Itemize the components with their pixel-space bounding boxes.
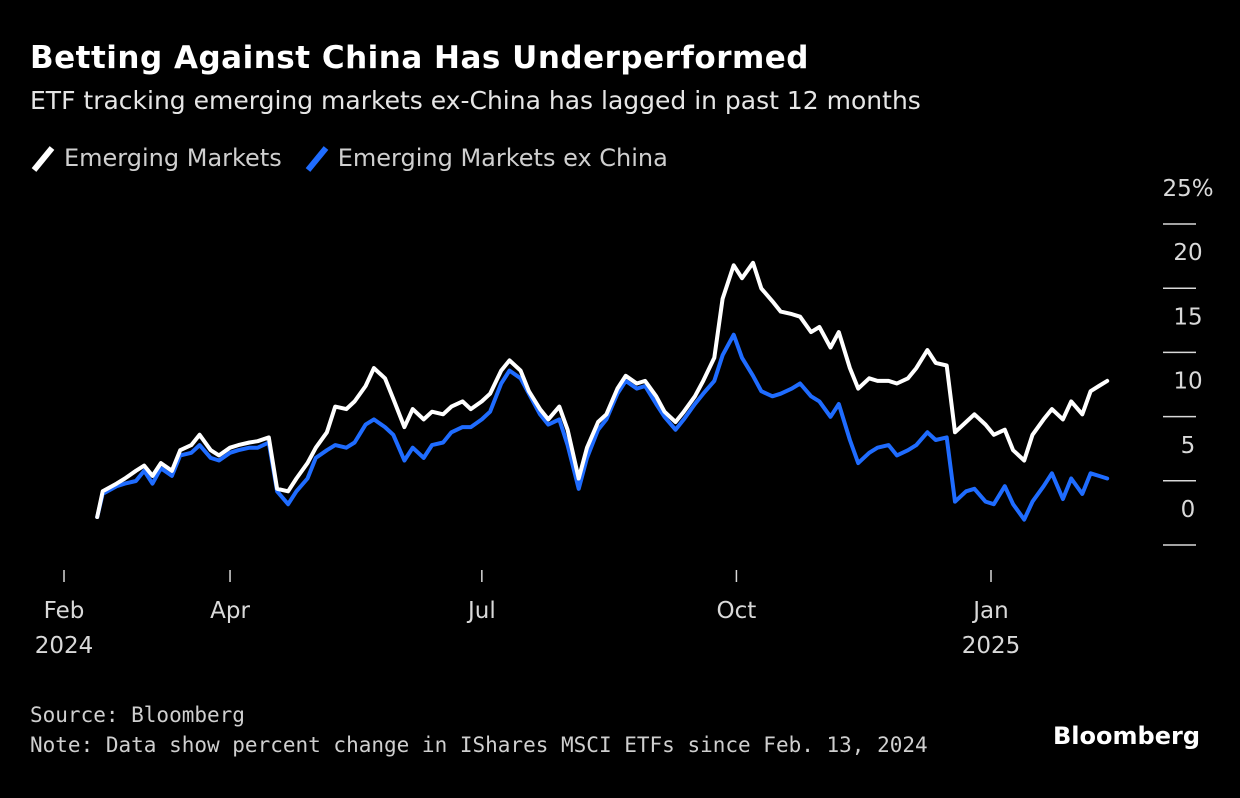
y-tick-label: 5 (1181, 433, 1196, 459)
series-line-emerging-markets (95, 260, 1110, 519)
y-tick-label: 25% (1162, 176, 1213, 202)
chart-legend: Emerging Markets Emerging Markets ex Chi… (30, 140, 690, 176)
chart-footer: Source: Bloomberg Note: Data show percen… (30, 700, 928, 760)
legend-item-emerging-markets: Emerging Markets (30, 140, 282, 176)
x-tick-label: Oct (717, 598, 757, 624)
y-tick-label: 0 (1181, 497, 1196, 523)
chart-title: Betting Against China Has Underperformed (30, 40, 810, 76)
legend-swatch-emerging-markets-ex-china (305, 146, 329, 172)
source-note: Source: Bloomberg (30, 703, 245, 727)
bloomberg-logo: Bloomberg (1053, 722, 1200, 750)
data-note: Note: Data show percent change in IShare… (30, 733, 928, 757)
x-tick-year-label: 2024 (35, 633, 94, 659)
x-tick-label: Feb (44, 598, 85, 624)
y-tick-label: 15 (1173, 304, 1202, 330)
legend-label-emerging-markets: Emerging Markets (64, 144, 282, 172)
x-tick-label: Apr (210, 598, 250, 624)
y-tick-label: 20 (1173, 240, 1202, 266)
legend-label-emerging-markets-ex-china: Emerging Markets ex China (337, 144, 668, 172)
x-tick-year-label: 2025 (962, 633, 1021, 659)
legend-swatch-emerging-markets (31, 146, 55, 172)
y-tick-label: 10 (1173, 369, 1202, 395)
legend-item-emerging-markets-ex-china: Emerging Markets ex China (304, 140, 668, 176)
x-tick-label: Jul (466, 598, 496, 624)
chart-subtitle: ETF tracking emerging markets ex-China h… (30, 86, 921, 115)
series-line-emerging-markets-ex-china (95, 332, 1110, 522)
x-tick-label: Jan (971, 598, 1008, 624)
